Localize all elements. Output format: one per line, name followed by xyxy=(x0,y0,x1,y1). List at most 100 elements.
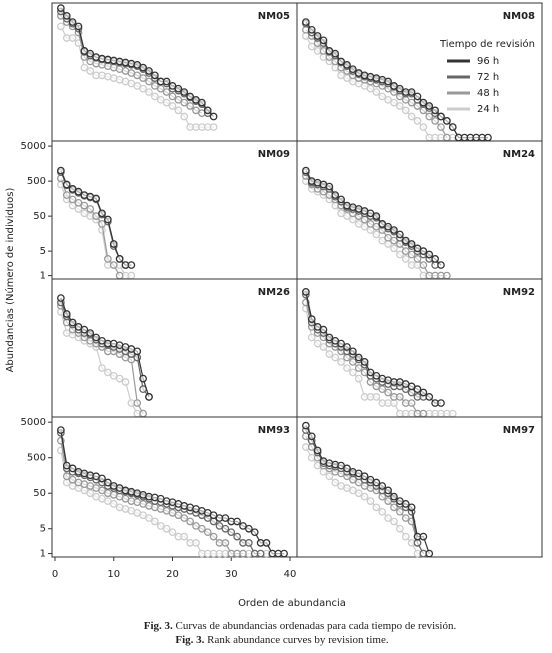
point xyxy=(86,49,95,58)
point xyxy=(192,539,200,547)
point xyxy=(337,71,345,80)
point xyxy=(425,112,434,121)
point xyxy=(337,461,345,470)
point xyxy=(443,271,451,280)
point xyxy=(372,230,381,239)
point xyxy=(419,388,428,397)
point xyxy=(366,368,375,377)
point xyxy=(343,364,351,372)
point xyxy=(384,486,392,495)
point xyxy=(145,67,153,75)
point xyxy=(209,532,218,541)
point xyxy=(360,358,369,366)
point xyxy=(68,318,77,327)
point xyxy=(180,514,189,522)
point xyxy=(186,92,194,101)
point xyxy=(378,220,387,228)
panel-title: NM09 xyxy=(258,149,290,160)
point xyxy=(74,22,83,31)
point xyxy=(401,106,410,115)
point xyxy=(302,288,310,296)
point xyxy=(209,123,218,131)
point xyxy=(68,464,77,473)
x-tick-label: 30 xyxy=(225,569,238,580)
point xyxy=(180,112,189,121)
point xyxy=(331,353,340,362)
point xyxy=(349,486,357,495)
point xyxy=(325,47,334,55)
point xyxy=(168,92,177,101)
y-tick-label: 50 xyxy=(33,488,46,499)
point xyxy=(319,325,328,334)
point xyxy=(133,71,142,80)
point xyxy=(139,409,147,418)
point xyxy=(80,325,89,334)
point xyxy=(162,77,171,86)
y-tick-label: 5 xyxy=(40,524,46,535)
point xyxy=(343,343,351,351)
point xyxy=(80,63,89,72)
point xyxy=(319,36,328,45)
point xyxy=(425,393,434,401)
point xyxy=(343,60,351,69)
point xyxy=(145,514,153,522)
point xyxy=(307,42,316,51)
y-tick-label: 5000 xyxy=(21,417,46,428)
legend-label: 72 h xyxy=(477,72,499,83)
point xyxy=(307,333,316,342)
point xyxy=(104,215,112,224)
point xyxy=(180,98,189,107)
point xyxy=(325,182,334,191)
point xyxy=(221,524,230,533)
point xyxy=(151,82,159,90)
point xyxy=(245,524,253,533)
point xyxy=(396,497,404,505)
point xyxy=(104,255,112,263)
point xyxy=(431,117,439,125)
point xyxy=(133,347,142,356)
point xyxy=(337,195,345,204)
caption-text: Curvas de abundancias ordenadas para cad… xyxy=(176,620,457,632)
point xyxy=(396,230,404,239)
point xyxy=(366,209,375,218)
point xyxy=(431,255,439,263)
point xyxy=(343,74,351,82)
point xyxy=(390,492,398,501)
point xyxy=(156,84,165,93)
point xyxy=(109,500,118,508)
legend-label: 24 h xyxy=(477,104,499,115)
point xyxy=(68,475,77,484)
point xyxy=(413,117,422,125)
point xyxy=(378,236,387,245)
point xyxy=(68,195,77,204)
point xyxy=(180,532,189,541)
point xyxy=(349,65,357,74)
point xyxy=(396,84,404,93)
point xyxy=(74,187,83,196)
point xyxy=(396,524,404,533)
point xyxy=(413,244,422,253)
y-tick-label: 500 xyxy=(27,453,46,464)
point xyxy=(250,528,259,537)
panel-title: NM05 xyxy=(258,11,290,22)
point xyxy=(262,539,271,547)
point xyxy=(419,247,428,255)
point xyxy=(390,517,398,526)
point xyxy=(407,399,416,407)
legend-title: Tiempo de revisión xyxy=(439,38,535,50)
point xyxy=(221,514,230,522)
point xyxy=(139,374,147,383)
point xyxy=(425,549,434,558)
panel xyxy=(51,278,298,418)
point xyxy=(74,198,83,207)
point xyxy=(437,399,445,407)
point xyxy=(360,472,369,481)
point xyxy=(245,539,253,547)
point xyxy=(337,57,345,66)
point xyxy=(360,222,369,231)
point xyxy=(390,244,398,253)
point xyxy=(313,32,322,40)
point xyxy=(413,92,422,101)
point xyxy=(121,378,130,386)
x-tick-label: 20 xyxy=(166,569,179,580)
